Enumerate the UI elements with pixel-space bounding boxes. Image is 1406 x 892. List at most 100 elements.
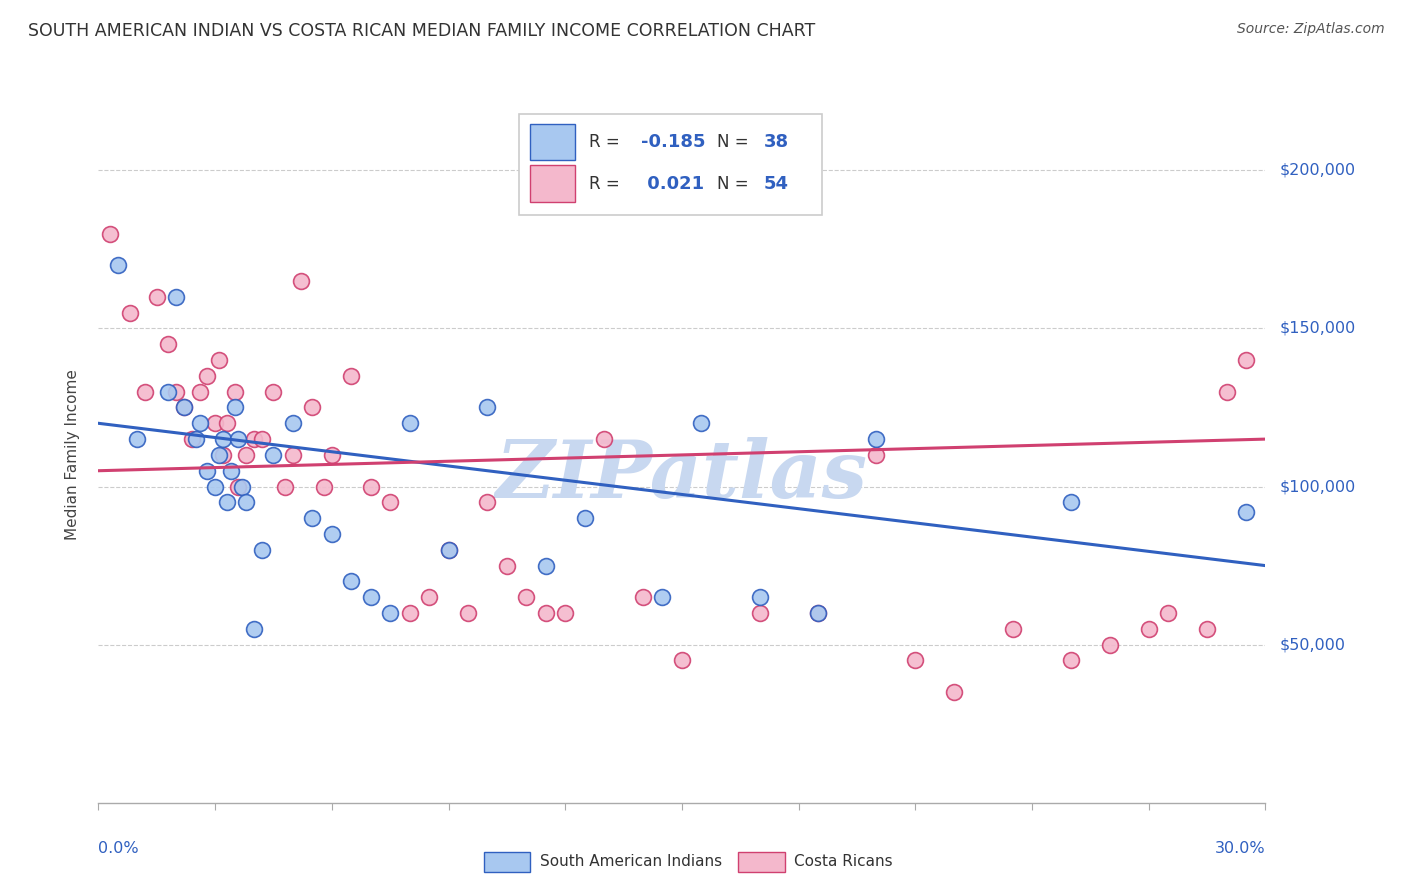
Point bbox=[208, 353, 231, 368]
Point bbox=[1001, 622, 1024, 636]
Point bbox=[360, 591, 382, 605]
Point bbox=[378, 495, 402, 509]
Point bbox=[477, 495, 499, 509]
Point bbox=[107, 258, 129, 272]
Point bbox=[534, 606, 557, 620]
Text: Costa Ricans: Costa Ricans bbox=[794, 855, 893, 870]
Point bbox=[534, 558, 557, 573]
Point bbox=[274, 479, 297, 493]
Point bbox=[807, 606, 830, 620]
FancyBboxPatch shape bbox=[738, 852, 785, 872]
Point bbox=[1098, 638, 1121, 652]
Point bbox=[235, 495, 257, 509]
Text: Source: ZipAtlas.com: Source: ZipAtlas.com bbox=[1237, 22, 1385, 37]
Point bbox=[215, 495, 238, 509]
FancyBboxPatch shape bbox=[484, 852, 530, 872]
Text: R =: R = bbox=[589, 175, 624, 193]
Point bbox=[574, 511, 596, 525]
Point bbox=[865, 432, 887, 446]
Point bbox=[157, 384, 180, 399]
Point bbox=[1234, 505, 1257, 519]
Point bbox=[904, 653, 927, 667]
Text: 0.021: 0.021 bbox=[641, 175, 704, 193]
Point bbox=[748, 591, 770, 605]
Point bbox=[312, 479, 335, 493]
Point bbox=[165, 290, 187, 304]
Point bbox=[437, 542, 460, 557]
Point bbox=[301, 401, 323, 415]
Point bbox=[228, 432, 250, 446]
Y-axis label: Median Family Income: Median Family Income bbox=[65, 369, 80, 541]
Point bbox=[212, 432, 235, 446]
Point bbox=[235, 448, 257, 462]
Point bbox=[173, 401, 195, 415]
Point bbox=[865, 448, 887, 462]
Text: 30.0%: 30.0% bbox=[1215, 841, 1265, 856]
Point bbox=[173, 401, 195, 415]
Point bbox=[1157, 606, 1180, 620]
Point bbox=[943, 685, 966, 699]
Point bbox=[554, 606, 576, 620]
Point bbox=[250, 432, 273, 446]
Point bbox=[195, 464, 218, 478]
Point bbox=[118, 305, 141, 319]
Point bbox=[1195, 622, 1218, 636]
FancyBboxPatch shape bbox=[519, 114, 823, 215]
Point bbox=[184, 432, 207, 446]
Point bbox=[262, 448, 284, 462]
Point bbox=[1060, 495, 1083, 509]
Text: SOUTH AMERICAN INDIAN VS COSTA RICAN MEDIAN FAMILY INCOME CORRELATION CHART: SOUTH AMERICAN INDIAN VS COSTA RICAN MED… bbox=[28, 22, 815, 40]
Point bbox=[631, 591, 654, 605]
Point bbox=[212, 448, 235, 462]
Point bbox=[360, 479, 382, 493]
Point bbox=[250, 542, 273, 557]
Point bbox=[321, 448, 343, 462]
Point bbox=[188, 384, 211, 399]
FancyBboxPatch shape bbox=[530, 166, 575, 202]
Point bbox=[437, 542, 460, 557]
Point bbox=[495, 558, 517, 573]
Text: $50,000: $50,000 bbox=[1279, 637, 1346, 652]
FancyBboxPatch shape bbox=[530, 124, 575, 160]
Point bbox=[165, 384, 187, 399]
Text: $150,000: $150,000 bbox=[1279, 321, 1355, 336]
Text: $100,000: $100,000 bbox=[1279, 479, 1355, 494]
Point bbox=[340, 368, 363, 383]
Point bbox=[98, 227, 121, 241]
Text: -0.185: -0.185 bbox=[641, 133, 706, 151]
Point bbox=[146, 290, 169, 304]
Point bbox=[457, 606, 479, 620]
Point bbox=[243, 622, 266, 636]
Point bbox=[224, 401, 246, 415]
Point bbox=[215, 417, 238, 431]
Point bbox=[228, 479, 250, 493]
Point bbox=[188, 417, 211, 431]
Point bbox=[671, 653, 693, 667]
Point bbox=[231, 479, 253, 493]
Text: $200,000: $200,000 bbox=[1279, 163, 1355, 178]
Point bbox=[378, 606, 402, 620]
Point bbox=[418, 591, 440, 605]
Point bbox=[340, 574, 363, 589]
Text: N =: N = bbox=[717, 175, 754, 193]
Point bbox=[1215, 384, 1237, 399]
Point bbox=[157, 337, 180, 351]
Point bbox=[1060, 653, 1083, 667]
Point bbox=[398, 417, 420, 431]
Point bbox=[204, 479, 226, 493]
Text: 38: 38 bbox=[763, 133, 789, 151]
Point bbox=[651, 591, 673, 605]
Point bbox=[208, 448, 231, 462]
Point bbox=[1234, 353, 1257, 368]
Text: 0.0%: 0.0% bbox=[98, 841, 139, 856]
Point bbox=[398, 606, 420, 620]
Text: South American Indians: South American Indians bbox=[540, 855, 721, 870]
Point bbox=[748, 606, 770, 620]
Point bbox=[281, 417, 304, 431]
Point bbox=[281, 448, 304, 462]
Point bbox=[593, 432, 616, 446]
Text: ZIPatlas: ZIPatlas bbox=[496, 437, 868, 515]
Point bbox=[477, 401, 499, 415]
Point bbox=[290, 274, 312, 288]
Point bbox=[1137, 622, 1160, 636]
